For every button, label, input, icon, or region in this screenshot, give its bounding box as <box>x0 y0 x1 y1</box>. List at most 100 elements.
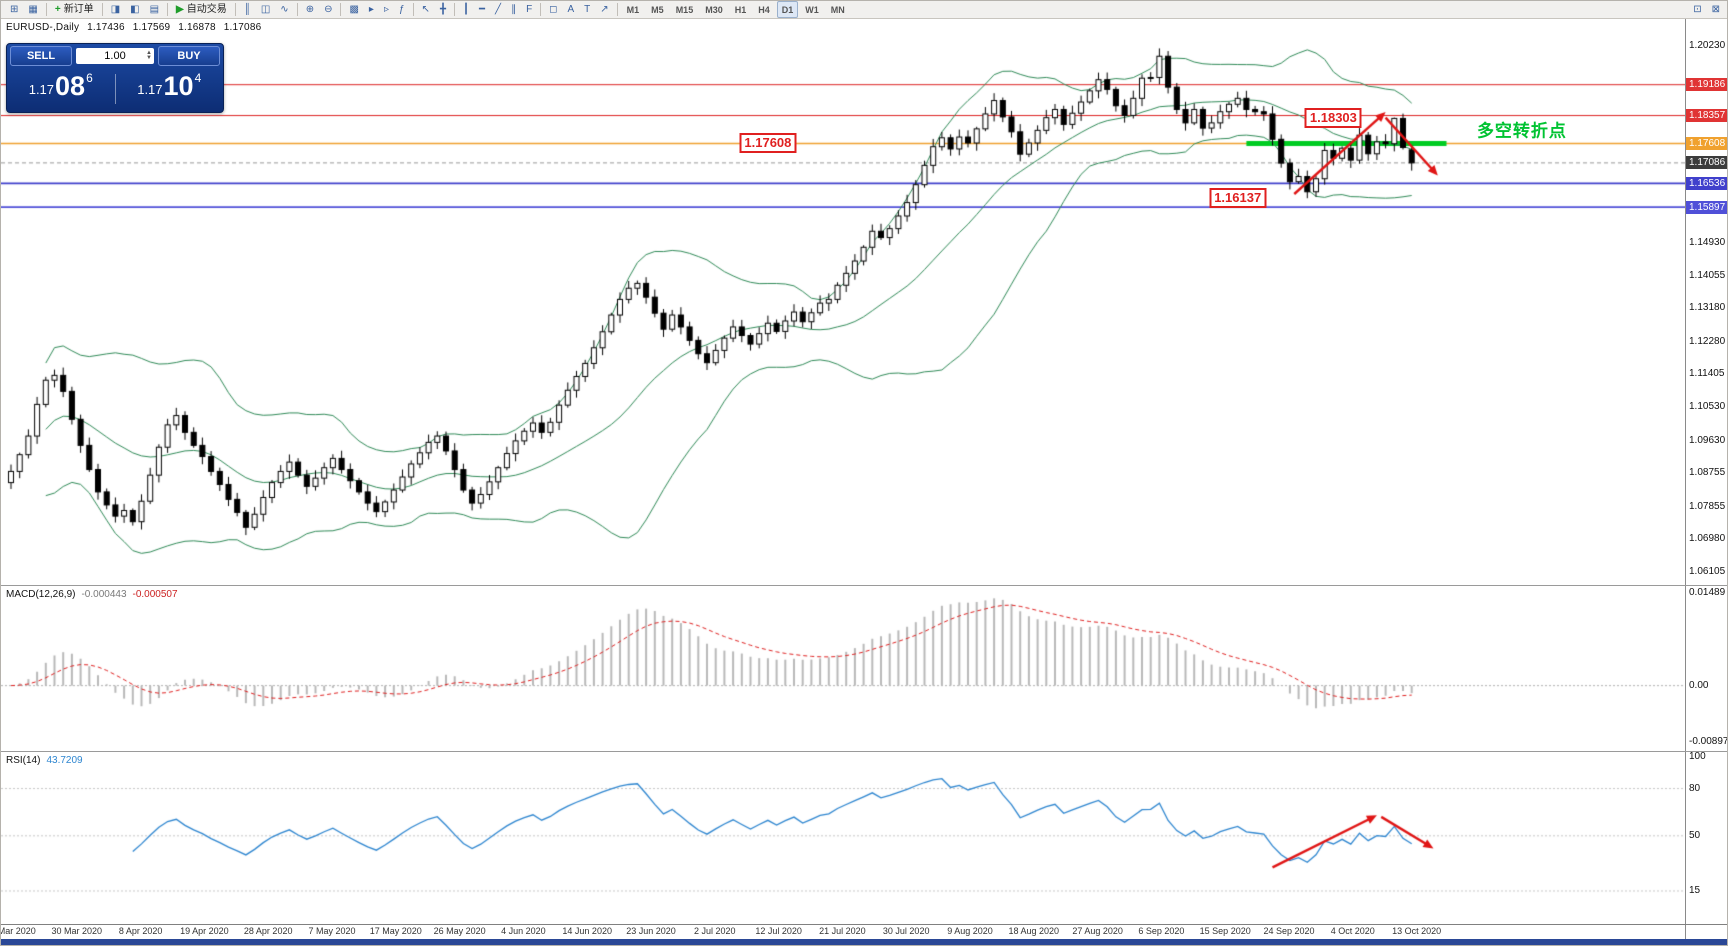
toolbar-separator <box>45 3 47 16</box>
volume-spinner[interactable]: ▲ ▼ <box>146 48 152 64</box>
price-axis-label: 1.07855 <box>1689 500 1726 512</box>
shapes-icon: ◻ <box>549 3 558 15</box>
date-axis[interactable]: 2 Mar 2020 30 Mar 2020 8 Apr 2020 19 Apr 20… <box>1 925 1685 939</box>
market-watch-icon[interactable]: ◨ <box>107 1 124 18</box>
text-icon[interactable]: A <box>563 1 578 18</box>
timeframe-m15[interactable]: M15 <box>675 4 694 15</box>
price-tag: 1.17086 <box>1686 156 1727 170</box>
date-axis-label: 7 May 2020 <box>308 926 356 936</box>
timeframe-w1[interactable]: W1 <box>805 4 819 15</box>
timeframe-m5[interactable]: M5 <box>651 4 664 15</box>
autotrading-button[interactable]: ▶ 自动交易 <box>172 1 231 18</box>
new-order-button-label: 新订单 <box>63 3 94 15</box>
horizontal-line-icon[interactable]: ━ <box>475 1 489 18</box>
new-order-button[interactable]: + 新订单 <box>51 1 98 18</box>
terminal-icon[interactable]: ▤ <box>146 1 163 18</box>
bottom-edge <box>1 939 1727 945</box>
volume-input[interactable]: 1.00 ▲ ▼ <box>76 48 154 64</box>
fibonacci-icon[interactable]: F <box>522 1 536 18</box>
buy-button[interactable]: BUY <box>158 46 220 66</box>
trendline-icon[interactable]: ╱ <box>491 1 505 18</box>
timeframe-d1[interactable]: D1 <box>776 1 799 18</box>
indicators-icon[interactable]: ƒ <box>395 1 409 18</box>
pane-separator-macd[interactable] <box>1 585 1727 586</box>
cursor-icon[interactable]: ↖ <box>418 1 434 18</box>
date-axis-label: 2 Jul 2020 <box>694 926 736 936</box>
timeframe-h4[interactable]: H4 <box>758 4 770 15</box>
channel-icon[interactable]: ∥ <box>507 1 520 18</box>
spinner-up-icon[interactable]: ▲ <box>146 50 152 56</box>
price-axis[interactable]: 1.20230 1.14930 1.14055 1.13180 1.12280 1.114… <box>1685 19 1727 941</box>
new-chart-icon[interactable]: ⊞ <box>6 1 22 18</box>
ohlc-close: 1.17086 <box>223 22 262 33</box>
vertical-line-icon[interactable]: ┃ <box>459 1 473 18</box>
undock-icon[interactable]: ⊡ <box>1693 3 1702 15</box>
chart-canvas[interactable] <box>1 19 1685 927</box>
date-axis-label: 4 Oct 2020 <box>1330 926 1375 936</box>
price-axis-label: 1.13180 <box>1689 302 1726 314</box>
label-icon[interactable]: T <box>580 1 594 18</box>
macd-value-main: -0.000443 <box>81 589 127 600</box>
new-order-button: + <box>54 3 61 15</box>
navigator-icon: ◧ <box>130 3 140 15</box>
buy-price-pip: 4 <box>194 71 202 85</box>
profiles-icon[interactable]: ▦ <box>24 1 41 18</box>
macd-name: MACD(12,26,9) <box>6 589 76 600</box>
price-axis-label: 1.12280 <box>1689 335 1726 347</box>
date-axis-label: 23 Jun 2020 <box>626 926 676 936</box>
price-axis-label: 1.11405 <box>1689 368 1725 380</box>
zoom-out-icon[interactable]: ⊖ <box>320 1 336 18</box>
date-axis-label: 12 Jul 2020 <box>755 926 802 936</box>
timeframe-m1[interactable]: M1 <box>626 4 640 15</box>
buy-price-prefix: 1.17 <box>137 82 163 97</box>
buy-price[interactable]: 1.17 10 4 <box>116 71 224 105</box>
date-axis-label: 8 Apr 2020 <box>118 926 163 936</box>
navigator-icon[interactable]: ◧ <box>126 1 143 18</box>
crosshair-icon[interactable]: ╋ <box>436 1 450 18</box>
trade-controls-row: SELL 1.00 ▲ ▼ BUY <box>7 44 223 68</box>
fullscreen-icon[interactable]: ⊠ <box>1711 3 1720 15</box>
swing-low-label[interactable]: 1.16137 <box>1209 188 1267 209</box>
arrows-icon: ↗ <box>600 3 609 15</box>
rsi-value: 43.7209 <box>46 755 83 766</box>
autotrading-button-label: 自动交易 <box>186 3 227 15</box>
date-axis-label: 18 Aug 2020 <box>1008 926 1060 936</box>
pane-separator-rsi[interactable] <box>1 751 1727 752</box>
chart-shift-icon[interactable]: ▹ <box>380 1 393 18</box>
sell-price[interactable]: 1.17 08 6 <box>7 71 115 105</box>
toolbar-separator <box>101 3 103 16</box>
zoom-in-icon[interactable]: ⊕ <box>302 1 318 18</box>
swing-high-label[interactable]: 1.18303 <box>1304 107 1362 128</box>
cursor-icon: ↖ <box>421 3 430 15</box>
chart-shift-icon: ▹ <box>383 3 389 15</box>
bar-chart-icon: ║ <box>243 3 251 15</box>
pivot-note-text[interactable]: 多空转折点 <box>1476 121 1567 141</box>
date-axis-border <box>1 924 1727 925</box>
toolbar-separator <box>340 3 342 16</box>
line-chart-icon[interactable]: ∿ <box>276 1 292 18</box>
auto-scroll-icon[interactable]: ▸ <box>365 1 378 18</box>
shapes-icon[interactable]: ◻ <box>545 1 561 18</box>
timeframe-m30[interactable]: M30 <box>705 4 723 15</box>
autotrading-button: ▶ <box>176 3 184 15</box>
date-axis-label: 19 Apr 2020 <box>180 926 229 936</box>
trendline-icon: ╱ <box>495 3 502 15</box>
zoom-in-icon: ⊕ <box>305 3 315 15</box>
arrows-icon[interactable]: ↗ <box>596 1 612 18</box>
ohlc-open: 1.17436 <box>87 22 125 33</box>
bar-chart-icon[interactable]: ║ <box>240 1 255 18</box>
tile-windows-icon[interactable]: ▩ <box>345 1 362 18</box>
fibonacci-icon: F <box>526 3 533 15</box>
text-icon: A <box>567 3 575 15</box>
vertical-line-icon: ┃ <box>462 3 469 15</box>
candlestick-chart-icon[interactable]: ◫ <box>257 1 274 18</box>
date-axis-label: 30 Mar 2020 <box>51 926 103 936</box>
sell-button[interactable]: SELL <box>10 46 72 66</box>
timeframe-h1[interactable]: H1 <box>734 4 747 15</box>
toolbar-separator <box>412 3 414 16</box>
toolbar-separator <box>453 3 455 16</box>
spinner-down-icon[interactable]: ▼ <box>146 55 152 61</box>
pivot-price-label[interactable]: 1.17608 <box>739 133 797 154</box>
timeframe-mn[interactable]: MN <box>830 4 845 15</box>
